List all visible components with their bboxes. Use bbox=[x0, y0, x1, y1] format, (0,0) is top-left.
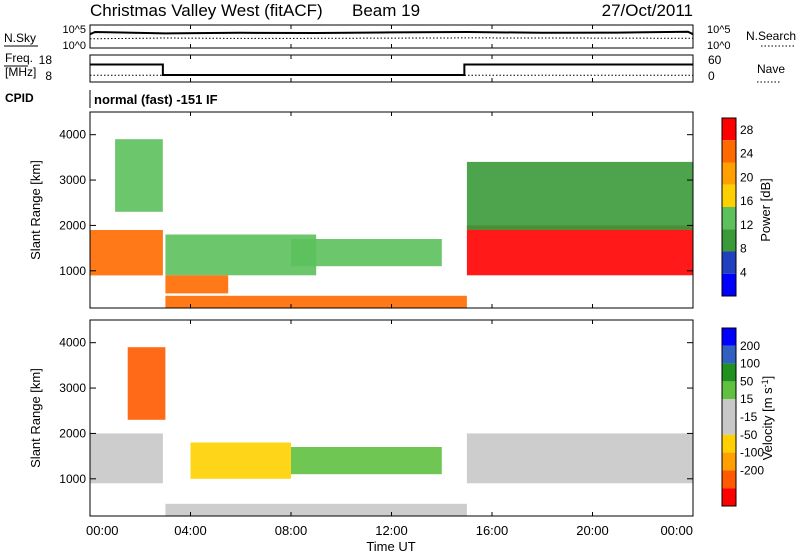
power-y-axis-label: Slant Range [km] bbox=[28, 160, 43, 260]
power-cells-region-7 bbox=[466, 161, 693, 230]
freq-series bbox=[90, 63, 693, 76]
x-tick-label-1: 04:00 bbox=[174, 523, 207, 538]
power-cells-region-0 bbox=[90, 230, 163, 276]
vel-cells-region-2 bbox=[190, 442, 291, 479]
beam-label: Beam 19 bbox=[352, 1, 420, 20]
freq-left-label-line1: Freq. bbox=[5, 51, 33, 65]
x-tick-label-4: 16:00 bbox=[476, 523, 509, 538]
velocity-colorbar-tick-3: 15 bbox=[740, 392, 754, 406]
power-colorbar-swatch-1 bbox=[722, 140, 736, 163]
vel-cells-region-0 bbox=[90, 433, 163, 484]
velocity-colorbar-swatch-1 bbox=[722, 345, 736, 364]
power-panel: 1000 2000 3000 4000 Slant Range [km] 4 8 12 16… bbox=[28, 111, 773, 309]
x-tick-label-5: 20:00 bbox=[576, 523, 609, 538]
velocity-colorbar-tick-6: -100 bbox=[740, 446, 764, 460]
power-cells-region-1 bbox=[115, 139, 163, 212]
power-cells-region-3 bbox=[165, 275, 229, 294]
power-ytick-label-1000: 1000 bbox=[59, 264, 86, 278]
velocity-colorbar-swatch-6 bbox=[722, 434, 736, 453]
cpid-label: CPID bbox=[5, 91, 34, 105]
freq-left-tick-top: 18 bbox=[39, 53, 53, 67]
power-colorbar-swatch-4 bbox=[722, 207, 736, 230]
velocity-colorbar-label: Velocity [m s-1] bbox=[760, 376, 775, 461]
noise-left-label: N.Sky bbox=[4, 31, 36, 45]
noise-series-0 bbox=[89, 30, 694, 36]
power-colorbar-label: Power [dB] bbox=[758, 178, 773, 242]
power-colorbar-tick-16: 16 bbox=[740, 194, 754, 208]
power-colorbar-swatch-7 bbox=[722, 273, 736, 296]
velocity-colorbar-swatch-2 bbox=[722, 363, 736, 382]
velocity-colorbar-tick-1: 100 bbox=[740, 357, 760, 371]
power-cells-region-6 bbox=[466, 225, 693, 276]
noise-series-1 bbox=[89, 37, 694, 40]
freq-panel: Freq. [MHz] 18 8 60 0 Nave bbox=[4, 51, 785, 83]
power-ytick-label-2000: 2000 bbox=[59, 218, 86, 232]
x-axis-label: Time UT bbox=[366, 539, 415, 554]
station-title: Christmas Valley West (fitACF) bbox=[90, 1, 323, 20]
velocity-ytick-label-2000: 2000 bbox=[59, 426, 86, 440]
noise-right-tick-bottom: 10^0 bbox=[707, 40, 731, 52]
velocity-colorbar-swatch-3 bbox=[722, 381, 736, 400]
freq-left-tick-bottom: 8 bbox=[45, 69, 52, 83]
velocity-colorbar-tick-7: -200 bbox=[740, 463, 764, 477]
velocity-colorbar-swatch-9 bbox=[722, 488, 736, 506]
nave-label: Nave bbox=[757, 62, 785, 76]
freq-right-tick-bottom: 0 bbox=[708, 69, 715, 83]
power-colorbar-swatch-3 bbox=[722, 184, 736, 207]
velocity-colorbar-swatch-0 bbox=[722, 328, 736, 346]
x-tick-label-6: 00:00 bbox=[660, 523, 693, 538]
power-ytick-label-4000: 4000 bbox=[59, 128, 86, 142]
power-ytick-label-3000: 3000 bbox=[59, 173, 86, 187]
time-axis: 00:00 04:00 08:00 12:00 16:00 20:00 00:00 bbox=[86, 25, 694, 538]
velocity-ytick-label-4000: 4000 bbox=[59, 336, 86, 350]
cpid-program: normal (fast) -151 IF bbox=[94, 92, 218, 107]
velocity-colorbar-swatch-4 bbox=[722, 399, 736, 417]
velocity-colorbar-tick-4: -15 bbox=[740, 410, 758, 424]
power-colorbar-swatch-2 bbox=[722, 162, 736, 185]
noise-right-tick-top: 10^5 bbox=[707, 24, 731, 36]
power-cells-region-4 bbox=[165, 295, 467, 309]
freq-right-tick-top: 60 bbox=[708, 53, 722, 67]
velocity-colorbar-frame bbox=[721, 327, 737, 507]
velocity-y-axis-label: Slant Range [km] bbox=[28, 368, 43, 468]
velocity-ytick-label-1000: 1000 bbox=[59, 472, 86, 486]
velocity-colorbar-tick-2: 50 bbox=[740, 374, 754, 388]
freq-left-label-line2: [MHz] bbox=[5, 65, 36, 79]
velocity-colorbar-tick-5: -50 bbox=[740, 428, 758, 442]
velocity-colorbar-tick-0: 200 bbox=[740, 339, 760, 353]
vel-cells-region-1 bbox=[127, 347, 166, 420]
date-label: 27/Oct/2011 bbox=[602, 1, 693, 20]
velocity-colorbar-swatch-5 bbox=[722, 417, 736, 435]
x-tick-label-2: 08:00 bbox=[275, 523, 308, 538]
noise-right-label: N.Search bbox=[746, 29, 796, 43]
velocity-panel: 1000 2000 3000 4000 Slant Range [km] 200 100… bbox=[28, 319, 775, 517]
power-cells-region-5 bbox=[291, 239, 442, 267]
power-colorbar-swatch-6 bbox=[722, 251, 736, 274]
velocity-colorbar-swatch-7 bbox=[722, 452, 736, 471]
velocity-colorbar-swatch-8 bbox=[722, 470, 736, 489]
power-colorbar-tick-4: 4 bbox=[740, 265, 747, 279]
power-colorbar-swatch-5 bbox=[722, 229, 736, 252]
x-tick-label-3: 12:00 bbox=[375, 523, 408, 538]
vel-cells-region-4 bbox=[165, 503, 467, 517]
power-colorbar-tick-24: 24 bbox=[740, 147, 754, 161]
noise-panel: N.Sky 10^5 10^0 10^5 10^0 N.Search bbox=[4, 24, 796, 52]
power-colorbar-tick-8: 8 bbox=[740, 242, 747, 256]
vel-cells-region-3 bbox=[291, 447, 442, 475]
vel-cells-region-5 bbox=[466, 433, 693, 484]
x-tick-label-0: 00:00 bbox=[86, 523, 119, 538]
noise-left-tick-top: 10^5 bbox=[62, 24, 86, 36]
power-colorbar-frame bbox=[721, 117, 737, 297]
power-colorbar-tick-12: 12 bbox=[740, 218, 754, 232]
power-colorbar-tick-20: 20 bbox=[740, 170, 754, 184]
power-colorbar-tick-28: 28 bbox=[740, 123, 754, 137]
velocity-ytick-label-3000: 3000 bbox=[59, 381, 86, 395]
power-colorbar-swatch-0 bbox=[722, 118, 736, 141]
noise-left-tick-bottom: 10^0 bbox=[62, 40, 86, 52]
